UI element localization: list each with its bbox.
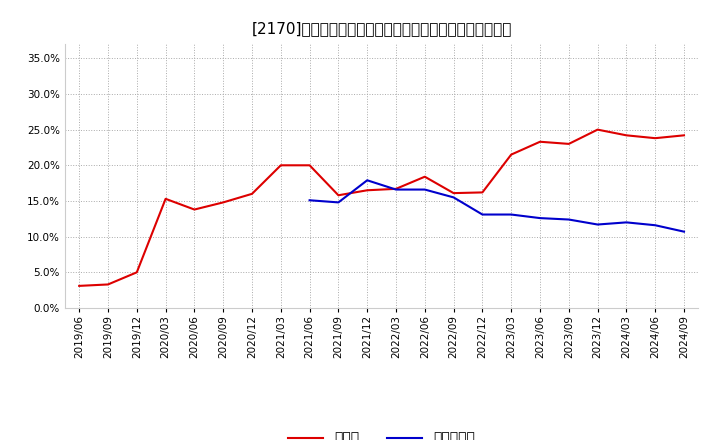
現須金 — [276, 163, 285, 168]
Line: 有利子負債: 有利子負債 — [310, 180, 684, 231]
Line: 現須金: 現須金 — [79, 130, 684, 286]
Title: [2170]　現須金、有利子負債の総資産に対する比率の推移: [2170] 現須金、有利子負債の総資産に対する比率の推移 — [251, 21, 512, 36]
現須金 — [593, 127, 602, 132]
現須金 — [75, 283, 84, 289]
有利子負債 — [680, 229, 688, 234]
有利子負債 — [392, 187, 400, 192]
現須金 — [104, 282, 112, 287]
有利子負債 — [334, 200, 343, 205]
現須金 — [363, 187, 372, 193]
現須金 — [190, 207, 199, 212]
現須金 — [651, 136, 660, 141]
有利子負債 — [507, 212, 516, 217]
Legend: 現須金, 有利子負債: 現須金, 有利子負債 — [283, 426, 480, 440]
現須金 — [536, 139, 544, 144]
現須金 — [334, 193, 343, 198]
現須金 — [132, 270, 141, 275]
現須金 — [161, 196, 170, 202]
有利子負債 — [363, 178, 372, 183]
現須金 — [449, 191, 458, 196]
現須金 — [507, 152, 516, 157]
有利子負債 — [449, 195, 458, 200]
有利子負債 — [651, 223, 660, 228]
現須金 — [680, 133, 688, 138]
有利子負債 — [536, 216, 544, 221]
現須金 — [305, 163, 314, 168]
有利子負債 — [622, 220, 631, 225]
現須金 — [478, 190, 487, 195]
有利子負債 — [478, 212, 487, 217]
現須金 — [420, 174, 429, 180]
現須金 — [564, 141, 573, 147]
有利子負債 — [420, 187, 429, 192]
現須金 — [219, 200, 228, 205]
有利子負債 — [305, 198, 314, 203]
現須金 — [622, 133, 631, 138]
有利子負債 — [593, 222, 602, 227]
有利子負債 — [564, 217, 573, 222]
現須金 — [392, 186, 400, 191]
現須金 — [248, 191, 256, 197]
